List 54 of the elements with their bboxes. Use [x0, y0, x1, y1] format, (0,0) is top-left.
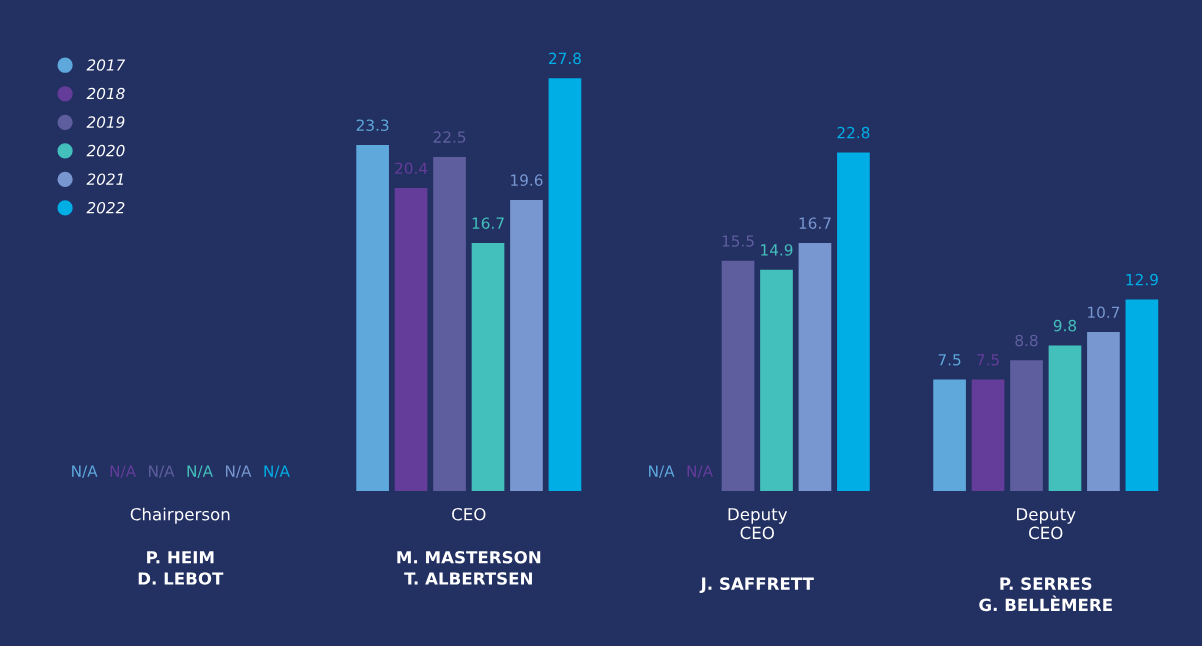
x-tick-label: CEO	[452, 507, 486, 521]
data-label: 20.4	[395, 162, 428, 175]
text: N/A	[187, 465, 213, 479]
text: N/A	[110, 465, 136, 479]
text: N/A	[149, 465, 175, 479]
bar	[1087, 332, 1120, 491]
text: N/A	[225, 465, 252, 479]
bar	[471, 243, 505, 491]
data-label: 16.7	[799, 217, 831, 229]
legend-label: 2022	[86, 201, 125, 214]
bar	[1048, 345, 1082, 491]
bar	[933, 379, 966, 491]
bar	[837, 152, 870, 491]
legend-label: 2020	[86, 144, 125, 157]
data-label: 19.6	[511, 174, 543, 186]
data-label: 12.9	[1126, 273, 1158, 286]
text: N/A	[264, 465, 290, 479]
data-label: 27.8	[549, 52, 581, 65]
legend-label: 2019	[86, 116, 125, 128]
bar	[394, 188, 428, 491]
data-label: 9.8	[1053, 319, 1077, 332]
bar	[760, 269, 793, 491]
data-label: 14.9	[761, 244, 793, 256]
text: J. SAFFRETT	[699, 577, 814, 594]
text: N/A	[72, 465, 98, 479]
data-label: 22.5	[433, 131, 466, 143]
text: N/A	[687, 465, 713, 479]
data-label: 16.7	[472, 217, 504, 229]
data-label: 22.8	[837, 126, 870, 139]
legend-label: 2017	[86, 59, 126, 71]
data-label: 23.3	[356, 119, 389, 131]
text: P. SERRES G. BELLÈMERE	[979, 577, 1112, 612]
bar	[510, 199, 543, 491]
x-tick-label: Chairperson	[130, 507, 230, 524]
text: P. HEIM D. LEBOT	[138, 551, 224, 585]
legend-label: 2021	[86, 173, 124, 185]
data-label: 8.8	[1015, 334, 1038, 347]
bar	[798, 243, 832, 491]
data-label: 15.5	[722, 235, 754, 247]
bar	[356, 145, 389, 491]
bar	[1125, 299, 1159, 491]
text: N/A	[649, 465, 675, 479]
text: M. MASTERSON T. ALBERTSEN	[397, 550, 541, 585]
bar	[433, 156, 466, 491]
x-tick-label: Deputy CEO	[1017, 508, 1076, 540]
bar	[1010, 360, 1043, 491]
bar	[548, 78, 582, 491]
data-label: 7.5	[977, 354, 999, 366]
bar	[971, 379, 1005, 491]
legend-label: 2018	[86, 87, 125, 100]
data-label: 7.5	[938, 354, 961, 366]
bar	[721, 260, 755, 491]
data-label: 10.7	[1088, 306, 1120, 319]
x-tick-label: Deputy CEO	[728, 508, 788, 540]
